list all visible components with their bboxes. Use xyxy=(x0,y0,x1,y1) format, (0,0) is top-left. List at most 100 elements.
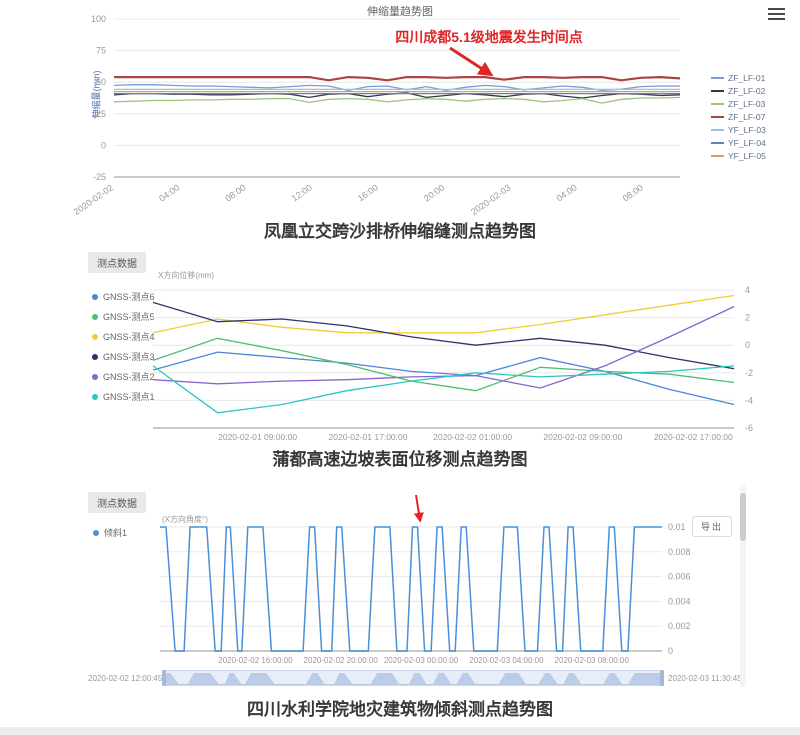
legend-line-marker xyxy=(711,142,724,144)
x-tick-label: 2020-02-03 xyxy=(469,182,512,217)
datazoom-start-label: 2020-02-02 12:00:45 xyxy=(88,674,163,683)
chart1-legend: ZF_LF-01 ZF_LF-02 ZF_LF-03 ZF_LF-07 YF_LF-03… xyxy=(711,73,766,164)
datazoom-end-label: 2020-02-03 11:30:45 xyxy=(668,674,742,683)
y-tick-label: 0.002 xyxy=(668,621,691,631)
chart2-data-tab[interactable]: 测点数据 xyxy=(88,252,146,273)
y-tick-label: -25 xyxy=(93,172,106,182)
x-tick-label: 2020-02-03 04:00:00 xyxy=(469,656,544,665)
x-tick-label: 2020-02-01 17:00:00 xyxy=(329,432,408,442)
legend-item-GNSS-测点5[interactable]: GNSS-测点5 xyxy=(92,310,155,323)
legend-label: ZF_LF-07 xyxy=(728,112,766,122)
chart1-caption: 凤凰立交跨沙排桥伸缩缝测点趋势图 xyxy=(264,222,536,241)
y-tick-label: 75 xyxy=(96,46,106,56)
series-line-GNSS-测点6 xyxy=(152,351,735,406)
legend-item-ZF_LF-03[interactable]: ZF_LF-03 xyxy=(711,99,766,109)
y-tick-label: 0.01 xyxy=(668,522,686,532)
chart2-caption: 蒲都高速边坡表面位移测点趋势图 xyxy=(272,450,528,469)
x-tick-label: 04:00 xyxy=(555,182,579,203)
series-line-GNSS-测点1 xyxy=(152,365,735,414)
legend-label: GNSS-测点1 xyxy=(103,392,155,402)
legend-line-marker xyxy=(711,90,724,92)
series-line-ZF_LF-03 xyxy=(113,96,681,104)
y-tick-label: 4 xyxy=(745,285,750,295)
legend-dot-marker xyxy=(92,373,98,380)
y-tick-label: 0.004 xyxy=(668,596,691,606)
datazoom-slider[interactable] xyxy=(162,670,664,686)
y-tick-label: 25 xyxy=(96,109,106,119)
legend-item-YF_LF-04[interactable]: YF_LF-04 xyxy=(711,138,766,148)
legend-item-GNSS-测点2[interactable]: GNSS-测点2 xyxy=(92,370,155,383)
legend-item-GNSS-测点4[interactable]: GNSS-测点4 xyxy=(92,330,155,343)
x-tick-label: 20:00 xyxy=(422,182,446,203)
export-button[interactable]: 导出 xyxy=(692,516,733,537)
legend-dot-marker xyxy=(92,393,98,400)
legend-line-marker xyxy=(711,77,724,79)
legend-label: GNSS-测点4 xyxy=(103,332,155,342)
legend-item-GNSS-测点3[interactable]: GNSS-测点3 xyxy=(92,350,155,363)
legend-label: GNSS-测点3 xyxy=(103,352,155,362)
legend-item-YF_LF-05[interactable]: YF_LF-05 xyxy=(711,151,766,161)
datazoom-preview-area xyxy=(164,673,662,685)
hamburger-menu-icon[interactable] xyxy=(768,8,785,23)
legend-dot-marker xyxy=(92,293,98,300)
legend-item-YF_LF-03[interactable]: YF_LF-03 xyxy=(711,125,766,135)
legend-line-marker xyxy=(711,116,724,118)
chart3-axis-title: (X方向角度°) xyxy=(162,515,208,524)
legend-item-GNSS-测点1[interactable]: GNSS-测点1 xyxy=(92,390,155,403)
x-tick-label: 2020-02-02 20:00:00 xyxy=(304,656,379,665)
chart3-plot: 0.01 0.008 0.006 0.004 0.002 0 2020-02-02 16:0… xyxy=(160,522,691,665)
chart2-legend: GNSS-测点6 GNSS-测点5 GNSS-测点4 GNSS-测点3 GNSS-测点2… xyxy=(92,290,155,410)
y-tick-label: 50 xyxy=(96,77,106,87)
panel3-scrollbar-thumb[interactable] xyxy=(740,493,746,541)
chart2-plot: 4 2 0 -2 -4 -6 2020-02-01 09:00:00 2020-02-01 1… xyxy=(152,285,753,442)
legend-item-ZF_LF-07[interactable]: ZF_LF-07 xyxy=(711,112,766,122)
x-tick-label: 16:00 xyxy=(356,182,380,203)
legend-item-ZF_LF-01[interactable]: ZF_LF-01 xyxy=(711,73,766,83)
series-line-GNSS-测点3 xyxy=(152,301,735,370)
legend-item-ZF_LF-02[interactable]: ZF_LF-02 xyxy=(711,86,766,96)
datazoom-right-handle[interactable] xyxy=(660,670,664,686)
x-tick-label: 04:00 xyxy=(157,182,181,203)
y-tick-label: -2 xyxy=(745,368,753,378)
x-tick-label: 2020-02-01 09:00:00 xyxy=(218,432,297,442)
chart2-axis-title: X方向位移(mm) xyxy=(158,271,214,280)
x-tick-label: 2020-02-03 08:00:00 xyxy=(555,656,630,665)
legend-item-倾斜1[interactable]: 倾斜1 xyxy=(93,526,127,539)
legend-dot-marker xyxy=(92,313,98,320)
series-line-GNSS-测点4 xyxy=(152,294,735,334)
legend-label: YF_LF-04 xyxy=(728,138,766,148)
series-line-ZF_LF-01 xyxy=(113,84,680,92)
legend-label: YF_LF-05 xyxy=(728,151,766,161)
legend-item-GNSS-测点6[interactable]: GNSS-测点6 xyxy=(92,290,155,303)
chart1-widget-title: 伸缩量趋势图 xyxy=(367,6,433,18)
page-horizontal-scrollbar[interactable] xyxy=(0,727,800,735)
chart3-legend: 倾斜1 xyxy=(93,526,127,539)
chart3-data-tab[interactable]: 测点数据 xyxy=(88,492,146,513)
x-tick-label: 2020-02-02 xyxy=(72,182,115,217)
legend-label: GNSS-测点6 xyxy=(103,292,155,302)
legend-label: GNSS-测点5 xyxy=(103,312,155,322)
y-tick-label: 0.008 xyxy=(668,547,691,557)
x-tick-label: 2020-02-03 00:00:00 xyxy=(384,656,459,665)
legend-line-marker xyxy=(711,103,724,105)
y-tick-label: 100 xyxy=(91,14,106,24)
legend-dot-marker xyxy=(93,529,99,536)
x-tick-label: 2020-02-02 09:00:00 xyxy=(543,432,622,442)
x-tick-label: 2020-02-02 17:00:00 xyxy=(654,432,733,442)
series-line-ZF_LF-07 xyxy=(114,75,681,82)
y-tick-label: 2 xyxy=(745,313,750,323)
earthquake-annotation-label: 四川成都5.1级地震发生时间点 xyxy=(395,29,583,45)
x-tick-label: 08:00 xyxy=(621,182,645,203)
legend-label: ZF_LF-02 xyxy=(728,86,766,96)
series-line-倾斜1 xyxy=(160,526,662,652)
y-tick-label: 0 xyxy=(745,340,750,350)
legend-line-marker xyxy=(711,129,724,131)
y-tick-label: 0 xyxy=(101,140,106,150)
panel3-scrollbar-track[interactable] xyxy=(740,485,746,687)
y-tick-label: -6 xyxy=(745,423,753,433)
y-tick-label: -4 xyxy=(745,395,753,405)
datazoom-left-handle[interactable] xyxy=(162,670,166,686)
legend-label: ZF_LF-03 xyxy=(728,99,766,109)
earthquake-arrow-icon xyxy=(449,46,494,77)
